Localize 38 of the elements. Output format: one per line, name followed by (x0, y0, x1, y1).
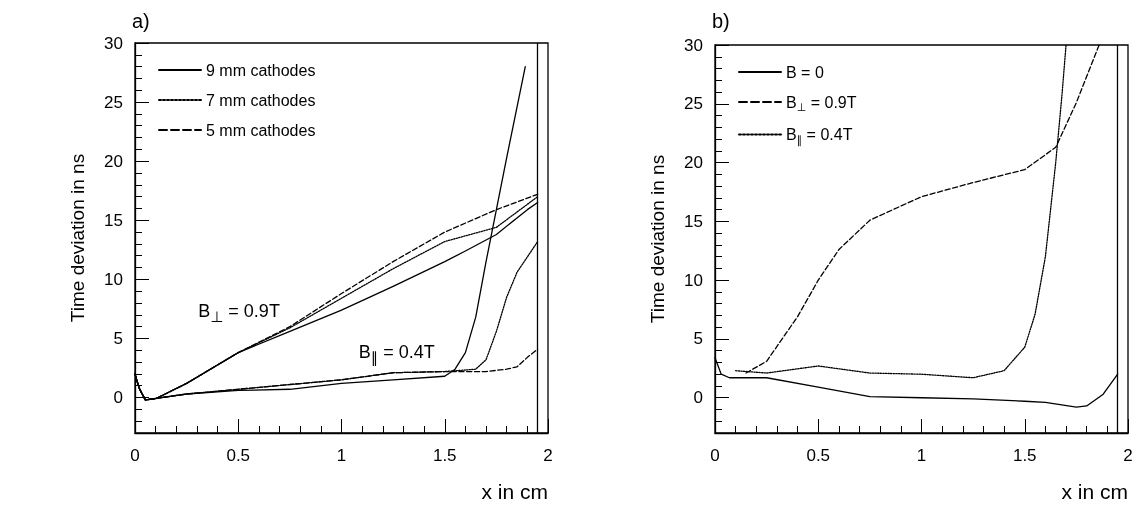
x-tick-label: 0 (130, 446, 140, 465)
x-tick-label: 0 (710, 446, 720, 465)
x-tick-label: 0.5 (806, 446, 831, 465)
y-tick-label: 5 (113, 328, 123, 348)
legend-label: 9 mm cathodes (206, 61, 316, 79)
y-tick-label: 0 (113, 388, 123, 408)
y-tick-label: 25 (104, 92, 123, 112)
x-tick-label: 1 (336, 446, 347, 465)
chart-title: a) (132, 10, 150, 32)
y-tick-label: 20 (684, 153, 703, 173)
legend-label: 5 mm cathodes (206, 121, 316, 139)
x-tick-label: 0.5 (226, 446, 251, 465)
y-axis-title: Time deviation in ns (67, 153, 88, 323)
x-axis-title: x in cm (1061, 480, 1129, 503)
y-tick-label: 15 (104, 210, 123, 230)
x-tick-label: 2 (1123, 446, 1133, 465)
y-tick-label: 10 (104, 269, 123, 289)
y-tick-label: 10 (684, 270, 703, 290)
y-tick-label: 30 (684, 35, 703, 55)
annotation: B$_{⊥}$ = 0.9T (198, 301, 280, 326)
chart-title: b) (712, 10, 730, 32)
x-tick-label: 1 (916, 446, 927, 465)
x-axis-title: x in cm (481, 480, 549, 503)
legend-label: B∥ = 0.4T (786, 126, 853, 147)
y-tick-label: 15 (684, 211, 703, 231)
legend-label: B⊥ = 0.9T (786, 93, 857, 113)
y-tick-label: 30 (104, 33, 123, 53)
legend-label: B = 0 (786, 63, 824, 81)
y-tick-label: 20 (104, 151, 123, 171)
y-tick-label: 0 (693, 388, 703, 408)
y-tick-label: 5 (693, 329, 703, 349)
legend-label: 7 mm cathodes (206, 91, 316, 109)
y-axis-title: Time deviation in ns (647, 154, 668, 324)
annotation: B$_{∥}$ = 0.4T (358, 341, 435, 366)
y-tick-label: 25 (684, 94, 703, 114)
x-tick-label: 1.5 (1012, 446, 1037, 465)
x-tick-label: 1.5 (432, 446, 457, 465)
x-tick-label: 2 (543, 446, 553, 465)
